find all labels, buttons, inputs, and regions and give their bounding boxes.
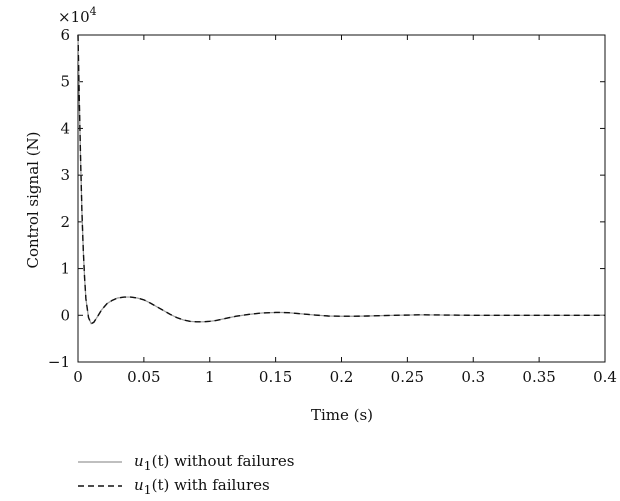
series-line-without-failures [77, 34, 605, 325]
x-tick-label: 0.2 [330, 368, 354, 386]
y-tick-label: 1 [60, 260, 70, 278]
x-tick-label: 0.05 [127, 368, 160, 386]
plot-frame [77, 34, 606, 363]
y-tick-label: 4 [60, 119, 70, 137]
x-tick-label: 0.3 [461, 368, 485, 386]
legend-item-with-failures: u1(t) with failures [78, 474, 294, 498]
y-tick-label: −1 [48, 353, 70, 371]
y-axis-multiplier: ×104 [58, 5, 97, 26]
y-tick-label: 5 [60, 73, 70, 91]
legend: u1(t) without failures u1(t) with failur… [78, 450, 294, 498]
y-tick-label: 3 [60, 166, 70, 184]
x-tick-label: 0 [73, 368, 83, 386]
x-tick-label: 0.25 [391, 368, 424, 386]
legend-label: u1(t) with failures [134, 475, 270, 497]
legend-label: u1(t) without failures [134, 451, 295, 473]
x-tick-label: 0.15 [259, 368, 292, 386]
y-tick-label: 6 [60, 26, 70, 44]
x-tick-label: 1 [205, 368, 215, 386]
series-line-with-failures [77, 34, 605, 325]
x-tick-label: 0.4 [593, 368, 617, 386]
legend-swatch-solid [78, 461, 122, 463]
x-axis-label: Time (s) [311, 406, 373, 424]
y-axis-label: Control signal (N) [24, 131, 42, 268]
y-tick-label: 0 [60, 306, 70, 324]
y-tick-label: 2 [60, 213, 70, 231]
legend-swatch-dashed [78, 485, 122, 487]
legend-item-without-failures: u1(t) without failures [78, 450, 294, 474]
x-tick-label: 0.35 [522, 368, 555, 386]
